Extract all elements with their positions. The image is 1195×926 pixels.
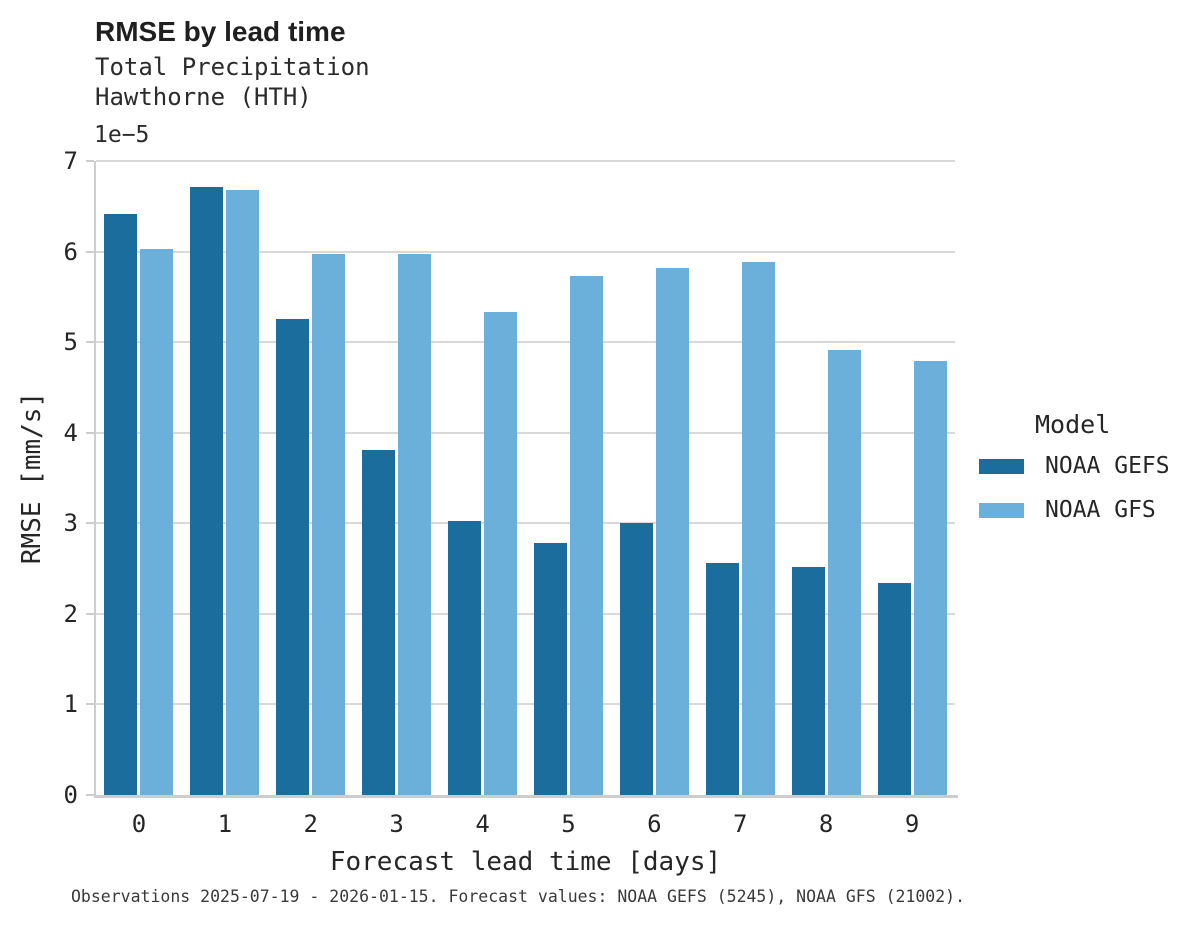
legend-swatch-noaa-gfs [979, 502, 1024, 518]
caption: Observations 2025-07-19 - 2026-01-15. Fo… [71, 887, 966, 906]
y-tick-label-1: 1 [63, 690, 78, 719]
y-tick-label-2: 2 [63, 599, 78, 628]
bar-noaa-gefs-day-4 [448, 520, 482, 795]
chart-title: RMSE by lead time [95, 16, 346, 47]
bar-noaa-gefs-day-2 [276, 318, 310, 795]
bar-noaa-gefs-day-3 [362, 449, 396, 795]
subtitle-station: Hawthorne (HTH) [95, 83, 312, 111]
bar-noaa-gfs-day-9 [913, 361, 947, 795]
y-tick-mark-1 [86, 703, 94, 706]
x-tick-label-6: 6 [647, 810, 662, 838]
bar-noaa-gfs-day-3 [398, 254, 432, 795]
x-tick-label-7: 7 [733, 810, 748, 838]
bar-noaa-gfs-day-7 [741, 262, 775, 795]
y-tick-label-0: 0 [63, 781, 78, 809]
y-tick-label-7: 7 [63, 147, 78, 175]
x-axis-spine [94, 795, 958, 798]
chart-subtitle: Total Precipitation Hawthorne (HTH) [95, 52, 370, 112]
bar-noaa-gefs-day-1 [190, 187, 224, 795]
legend-label: NOAA GEFS [1045, 453, 1170, 479]
y-tick-mark-2 [86, 612, 94, 615]
legend-item-noaa-gfs: NOAA GFS [979, 497, 1170, 523]
gridline-y-6 [96, 250, 955, 253]
legend-items: NOAA GEFS NOAA GFS [979, 453, 1170, 523]
legend-label: NOAA GFS [1045, 497, 1156, 523]
legend: Model NOAA GEFS NOAA GFS [979, 410, 1170, 541]
bar-noaa-gfs-day-5 [569, 276, 603, 795]
bar-noaa-gfs-day-1 [226, 189, 260, 795]
legend-item-noaa-gefs: NOAA GEFS [979, 453, 1170, 479]
bar-noaa-gfs-day-6 [655, 267, 689, 795]
y-tick-label-6: 6 [63, 237, 78, 266]
bar-noaa-gfs-day-2 [312, 254, 346, 795]
gridline-y-3 [96, 522, 955, 525]
bar-noaa-gefs-day-0 [104, 214, 138, 795]
bar-noaa-gefs-day-5 [533, 543, 567, 795]
y-tick-mark-4 [86, 431, 94, 434]
gridline-y-1 [96, 703, 955, 706]
gridline-y-4 [96, 431, 955, 434]
x-tick-label-8: 8 [818, 810, 834, 838]
x-tick-label-4: 4 [475, 810, 490, 838]
y-tick-label-4: 4 [63, 418, 78, 447]
x-tick-label-9: 9 [904, 810, 920, 838]
y-axis-spine [94, 161, 96, 795]
bar-noaa-gfs-day-0 [140, 248, 174, 795]
subtitle-variable: Total Precipitation [95, 53, 370, 81]
x-tick-label-1: 1 [217, 810, 233, 838]
y-axis-offset-text: 1e−5 [94, 122, 150, 148]
bar-noaa-gefs-day-7 [705, 563, 739, 795]
x-tick-label-2: 2 [303, 810, 318, 838]
bar-noaa-gefs-day-8 [791, 566, 825, 795]
legend-title: Model [1035, 410, 1111, 439]
y-tick-label-3: 3 [63, 509, 78, 538]
y-tick-mark-7 [86, 160, 94, 162]
x-axis-label: Forecast lead time [days] [329, 847, 722, 877]
bar-noaa-gefs-day-6 [619, 523, 653, 795]
y-tick-mark-3 [86, 522, 94, 525]
gridline-y-7 [96, 160, 955, 162]
legend-swatch-noaa-gefs [979, 458, 1024, 474]
y-tick-mark-5 [86, 341, 94, 344]
y-tick-mark-6 [86, 250, 94, 253]
y-axis-label: RMSE [mm/s] [17, 391, 47, 565]
bar-noaa-gfs-day-4 [484, 312, 518, 795]
plot-panel: 0 1 2 3 4 5 6 7 0 1 2 3 4 5 6 7 8 9 [64, 149, 958, 838]
y-tick-mark-0 [86, 794, 94, 796]
gridline-y-2 [96, 612, 955, 615]
gridline-y-5 [96, 341, 955, 344]
bar-noaa-gefs-day-9 [877, 583, 911, 795]
x-tick-label-0: 0 [131, 810, 147, 838]
x-tick-label-5: 5 [561, 810, 576, 838]
x-tick-label-3: 3 [389, 810, 404, 838]
y-tick-label-5: 5 [63, 328, 78, 357]
bar-noaa-gfs-day-8 [827, 350, 861, 795]
